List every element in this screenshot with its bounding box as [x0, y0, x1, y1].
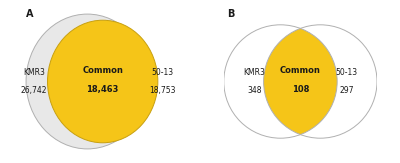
- Ellipse shape: [48, 20, 158, 143]
- Circle shape: [224, 25, 337, 138]
- Text: 18,753: 18,753: [149, 86, 176, 95]
- Text: 50-13: 50-13: [335, 68, 358, 77]
- Text: A: A: [26, 9, 34, 20]
- Text: Common: Common: [82, 66, 123, 75]
- Text: 108: 108: [292, 85, 309, 94]
- Text: KMR3: KMR3: [244, 68, 265, 77]
- Text: 18,463: 18,463: [86, 85, 119, 94]
- Text: Common: Common: [280, 66, 321, 75]
- Text: 50-13: 50-13: [151, 68, 174, 77]
- Ellipse shape: [26, 14, 149, 149]
- Text: 297: 297: [339, 86, 354, 95]
- Text: KMR3: KMR3: [23, 68, 45, 77]
- Text: B: B: [227, 9, 234, 20]
- Text: 26,742: 26,742: [20, 86, 47, 95]
- Text: 348: 348: [247, 86, 262, 95]
